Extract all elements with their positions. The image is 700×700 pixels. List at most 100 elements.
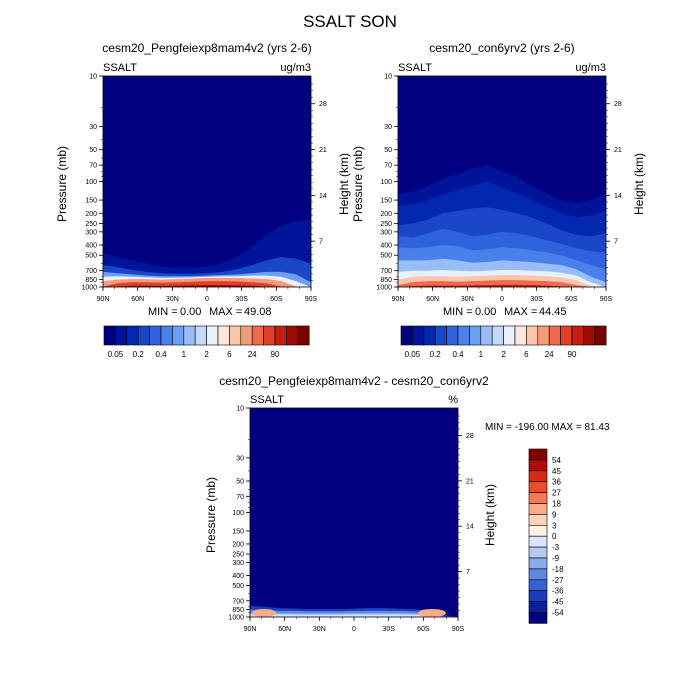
colorbar-label: 1 <box>182 350 187 359</box>
y-tick-label: 10 <box>89 74 97 81</box>
colorbar-label: -18 <box>552 565 564 574</box>
y-tick-label: 70 <box>89 163 97 170</box>
colorbar-swatch <box>528 492 548 504</box>
colorbar-swatch <box>537 325 550 346</box>
panel-3-colorbar: 54 45 36 27 189 3 0 -3 -9 -18 -27 -36 -45 -54 <box>528 448 564 624</box>
y-tick-label: 250 <box>380 221 392 228</box>
colorbar-swatch <box>115 325 128 346</box>
y-right-tick-label: 7 <box>614 239 618 246</box>
contour-band-3 <box>250 614 458 617</box>
y-tick-label: 200 <box>85 211 97 218</box>
panel-3: cesm20_Pengfeiexp8mam4v2 - cesm20_con6yr… <box>204 374 610 633</box>
colorbar-swatch <box>412 325 425 346</box>
y-tick-label: 700 <box>85 268 97 275</box>
x-tick-label: 60S <box>270 296 283 303</box>
x-tick-label: 30N <box>166 296 179 303</box>
colorbar-swatch <box>491 325 504 346</box>
colorbar-label: -45 <box>552 598 564 607</box>
colorbar-swatch <box>528 514 548 526</box>
x-tick-label: 90N <box>244 626 257 633</box>
panel-2-variable: SSALT <box>398 62 432 74</box>
x-tick-label: 60N <box>426 296 439 303</box>
positive-anomaly-south <box>418 609 446 617</box>
x-tick-label: 60N <box>131 296 144 303</box>
figure-title: SSALT SON <box>303 12 397 31</box>
colorbar-swatch <box>583 325 596 346</box>
y-right-tick-label: 14 <box>614 193 622 200</box>
panel-1-min-label: MIN = <box>148 306 178 318</box>
x-tick-label: 30S <box>530 296 543 303</box>
colorbar-label: 9 <box>552 510 557 519</box>
colorbar-swatch <box>400 325 413 346</box>
colorbar-label: 0.2 <box>430 350 442 359</box>
colorbar-swatch <box>528 557 548 570</box>
x-tick-label: 90N <box>97 296 110 303</box>
y-tick-label: 150 <box>232 528 244 535</box>
panel-1-units: ug/m3 <box>280 62 311 74</box>
panel-2-min-value: 0.00 <box>475 306 496 318</box>
panel-2-units: ug/m3 <box>575 62 606 74</box>
colorbar-label: 45 <box>552 467 561 476</box>
panel-1-colorbar: 0.05 0.2 0.4 1 2 6 24 90 <box>103 325 310 359</box>
y-tick-label: 30 <box>236 455 244 462</box>
y-tick-label: 100 <box>380 179 392 186</box>
colorbar-label: -54 <box>552 609 564 618</box>
colorbar-swatch <box>160 325 173 346</box>
colorbar-label: 27 <box>552 489 561 498</box>
positive-anomaly-north <box>252 609 276 617</box>
y-tick-label: 850 <box>380 277 392 284</box>
panel-1-variable: SSALT <box>103 62 137 74</box>
panel-2-min-label: MIN = <box>443 306 473 318</box>
colorbar-swatch <box>274 325 287 346</box>
colorbar-label: 2 <box>501 350 506 359</box>
field-background <box>250 408 458 617</box>
panel-2-plot-area <box>398 76 606 287</box>
panel-2-ylabel: Pressure (mb) <box>351 146 365 222</box>
colorbar-swatch <box>446 325 459 346</box>
panel-2-colorbar: 0.05 0.2 0.4 1 2 6 24 90 <box>400 325 607 359</box>
x-tick-label: 0 <box>205 296 209 303</box>
colorbar-swatch <box>183 325 196 346</box>
y-tick-label: 150 <box>85 198 97 205</box>
colorbar-swatch <box>571 325 584 346</box>
colorbar-swatch <box>528 470 548 482</box>
y-right-tick-label: 7 <box>466 569 470 576</box>
colorbar-swatch <box>137 325 150 346</box>
y-tick-label: 10 <box>236 406 244 413</box>
colorbar-swatch <box>528 481 548 493</box>
y-tick-label: 700 <box>232 598 244 605</box>
panel-2-axes: 1030507010015020025030040050070085010002… <box>376 74 621 304</box>
y-tick-label: 1000 <box>376 285 392 292</box>
y-right-tick-label: 28 <box>614 101 622 108</box>
colorbar-swatch <box>240 325 253 346</box>
colorbar-swatch <box>594 325 607 346</box>
colorbar-swatch <box>528 590 548 602</box>
panel-2-title: cesm20_con6yrv2 (yrs 2-6) <box>429 41 574 55</box>
colorbar-swatch <box>528 448 548 461</box>
x-tick-label: 90S <box>452 626 465 633</box>
colorbar-swatch <box>103 325 116 346</box>
y-tick-label: 1000 <box>81 285 97 292</box>
y-right-tick-label: 7 <box>319 239 323 246</box>
x-tick-label: 30N <box>313 626 326 633</box>
contour-band-6 <box>103 285 311 287</box>
y-right-tick-label: 21 <box>319 147 327 154</box>
y-tick-label: 250 <box>85 221 97 228</box>
colorbar-swatch <box>286 325 299 346</box>
y-right-tick-label: 21 <box>466 478 474 485</box>
colorbar-swatch <box>528 546 548 559</box>
colorbar-label: 3 <box>552 521 557 530</box>
colorbar-label: 54 <box>552 456 561 465</box>
panel-2-ylabel-right: Height (km) <box>632 153 646 215</box>
panel-3-ylabel: Pressure (mb) <box>204 477 218 553</box>
panel-3-title: cesm20_Pengfeiexp8mam4v2 - cesm20_con6yr… <box>219 374 489 388</box>
y-tick-label: 500 <box>380 253 392 260</box>
colorbar-swatch <box>469 325 482 346</box>
panel-1-max-value: 49.08 <box>244 306 272 318</box>
panel-3-minmax: MIN = -196.00 MAX = 81.43 <box>485 422 610 433</box>
colorbar-swatch <box>526 325 539 346</box>
y-tick-label: 50 <box>384 147 392 154</box>
contour-band-9 <box>398 284 606 287</box>
y-tick-label: 200 <box>232 541 244 548</box>
y-tick-label: 300 <box>232 560 244 567</box>
